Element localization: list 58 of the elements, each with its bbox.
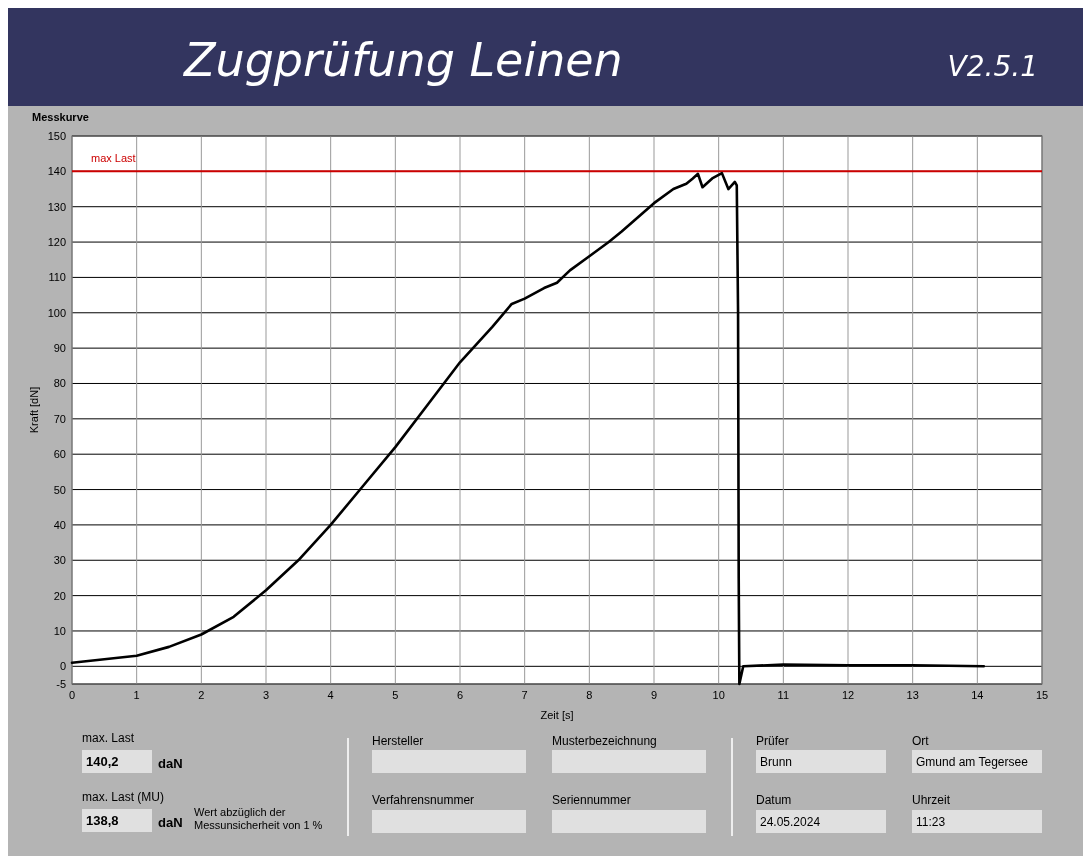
text: V2.5.1 [947, 50, 1038, 83]
y-tick-label: 50 [53, 483, 66, 496]
y-tick-label: 60 [53, 448, 66, 461]
text: Brunn [760, 755, 793, 769]
y-tick-label: 0 [59, 660, 66, 673]
x-tick-label: 5 [392, 689, 399, 701]
ref-line-label: max Last [91, 152, 136, 165]
chart-title: Zugprüfung Leinen [182, 33, 623, 87]
text: Uhrzeit [912, 793, 951, 807]
y-tick-label: 110 [48, 271, 66, 284]
text: Ort [912, 734, 930, 748]
text: Datum [756, 793, 792, 807]
x-tick-label: 9 [650, 689, 658, 701]
x-tick-label: 6 [456, 689, 464, 701]
y-tick-label: 20 [53, 589, 66, 602]
y-tick-label: 40 [53, 518, 66, 531]
text: 24.05.2024 [760, 815, 821, 829]
y-tick-label: 120 [47, 236, 66, 249]
y-tick-label: 150 [47, 130, 66, 142]
x-tick-label: 4 [327, 689, 334, 701]
text: daN [158, 815, 183, 830]
y-tick-label: 80 [53, 377, 66, 390]
text: daN [158, 756, 183, 771]
text: 11:23 [916, 815, 946, 829]
text: 140,2 [86, 754, 119, 769]
text: Verfahrensnummer [372, 793, 475, 807]
text: max. Last [82, 731, 135, 745]
y-tick-label: -5 [56, 678, 66, 690]
y-tick-label: 130 [47, 200, 66, 213]
text: Gmund am Tegersee [916, 755, 1029, 769]
x-tick-label: 15 [1035, 689, 1049, 701]
x-tick-label: 13 [906, 689, 919, 701]
x-tick-label: 12 [841, 689, 855, 701]
text: Prüfer [756, 734, 789, 748]
y-tick-label: 30 [53, 554, 66, 567]
x-axis-title: Zeit [s] [540, 709, 574, 721]
y-tick-label: 90 [53, 342, 66, 355]
y-axis-title: Kraft [dN] [28, 386, 40, 434]
x-tick-label: 3 [262, 689, 270, 701]
x-tick-label: 1 [133, 689, 140, 701]
x-tick-label: 2 [198, 689, 205, 701]
text: Hersteller [372, 734, 424, 748]
x-tick-label: 14 [971, 689, 984, 701]
text: Seriennummer [552, 793, 631, 807]
y-tick-label: 70 [53, 412, 66, 425]
x-tick-label: 11 [777, 689, 790, 701]
x-tick-label: 7 [521, 689, 528, 701]
text: Musterbezeichnung [552, 734, 657, 748]
text: max. Last (MU) [82, 790, 165, 804]
y-tick-label: 10 [53, 624, 66, 637]
chart-subtitle: Messkurve [32, 111, 89, 123]
y-tick-label: 100 [47, 306, 66, 319]
text: Wert abzüglich der Messunsicherheit von 1 % [194, 806, 323, 831]
x-tick-label: 10 [712, 689, 725, 701]
y-tick-label: 140 [47, 165, 66, 178]
x-tick-label: 8 [586, 689, 593, 701]
x-tick-label: 0 [68, 689, 76, 701]
text: 138,8 [86, 813, 119, 828]
